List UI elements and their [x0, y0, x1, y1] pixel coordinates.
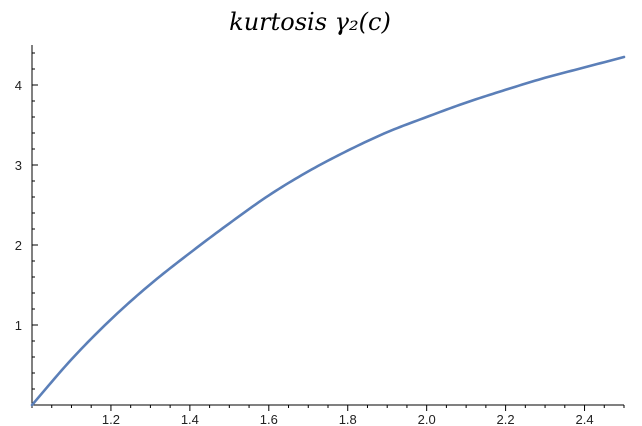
axis-ticks	[31, 52, 625, 411]
y-tick-label: 3	[15, 158, 22, 173]
y-tick-label: 4	[15, 78, 22, 93]
y-tick-label: 2	[15, 238, 22, 253]
x-tick-label: 1.2	[102, 412, 120, 426]
x-tick-label: 1.4	[181, 412, 199, 426]
chart-title: kurtosis γ₂(c)	[229, 8, 391, 36]
tick-labels: 1.2 1.4 1.6 1.8 2.0 2.2 2.4 1 2 3 4	[15, 78, 594, 426]
x-tick-label: 2.2	[497, 412, 515, 426]
x-tick-label: 1.6	[260, 412, 278, 426]
y-tick-label: 1	[15, 318, 22, 333]
x-tick-label: 2.4	[575, 412, 593, 426]
series-line	[30, 55, 626, 407]
x-tick-label: 1.8	[339, 412, 357, 426]
x-tick-label: 2.0	[418, 412, 436, 426]
